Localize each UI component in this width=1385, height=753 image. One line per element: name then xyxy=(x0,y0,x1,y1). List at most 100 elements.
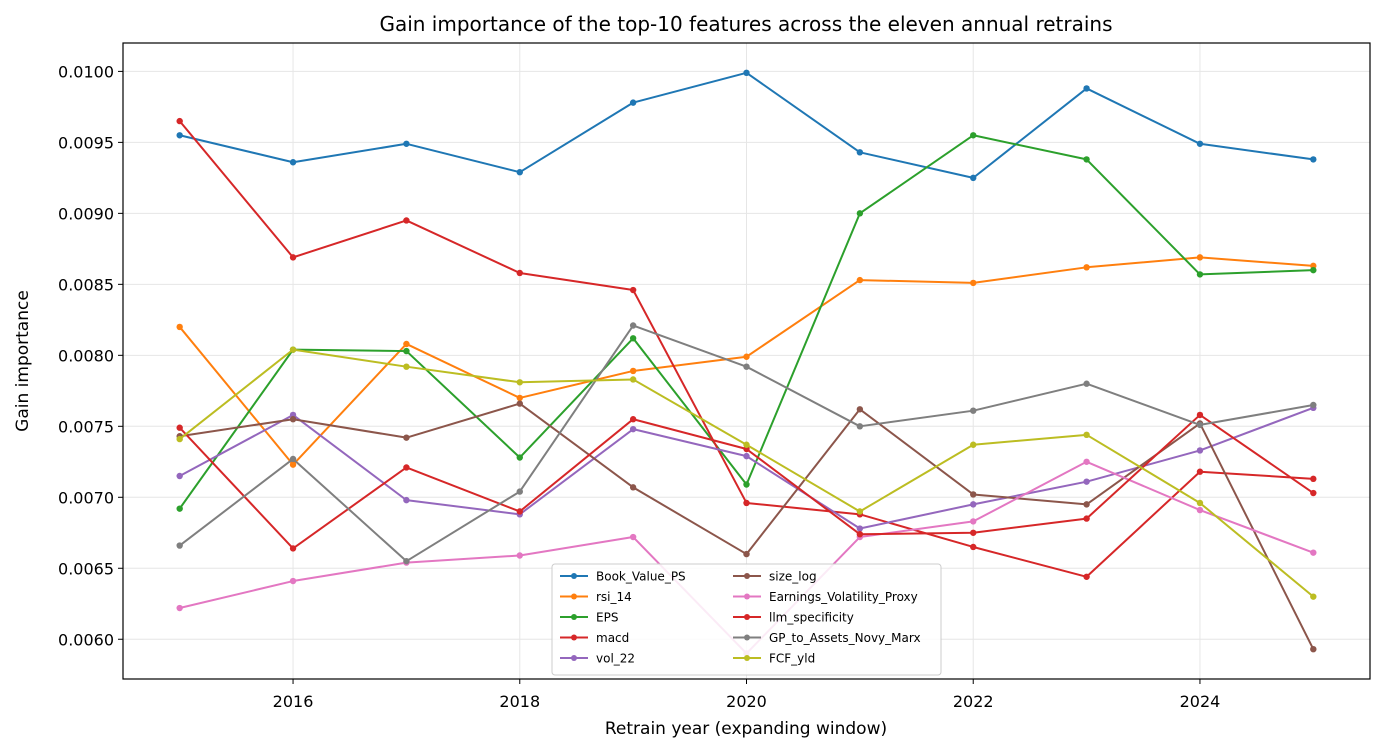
series-rsi-14 xyxy=(176,254,1317,468)
data-point-fcf-yld xyxy=(289,346,297,353)
data-point-fcf-yld xyxy=(856,508,864,515)
x-axis-ticks: 2016 2018 2020 2022 2024 xyxy=(273,679,1220,711)
data-point-llm-specificity xyxy=(629,416,637,423)
data-point-earnings-volatility-proxy xyxy=(1196,506,1204,514)
data-point-vol-22 xyxy=(176,472,183,480)
data-point-size-log xyxy=(970,491,977,498)
legend-swatch-marker xyxy=(571,655,577,661)
data-point-rsi-14 xyxy=(1196,254,1204,261)
data-point-macd xyxy=(176,117,183,125)
data-point-eps xyxy=(1310,266,1317,274)
data-point-book-value-ps xyxy=(516,168,523,176)
data-point-book-value-ps xyxy=(1310,156,1317,163)
data-point-size-log xyxy=(1083,501,1090,508)
series-llm-specificity xyxy=(176,411,1317,552)
data-point-eps xyxy=(516,454,523,461)
legend-swatch-marker xyxy=(744,573,750,579)
legend-swatch-marker xyxy=(744,593,750,600)
legend-entry: FCF_yld xyxy=(733,652,815,666)
legend-entry: GP_to_Assets_Novy_Marx xyxy=(733,631,921,645)
data-point-llm-specificity xyxy=(516,508,523,515)
data-point-rsi-14 xyxy=(516,394,523,402)
series-macd xyxy=(176,117,1317,580)
data-point-book-value-ps xyxy=(1196,140,1204,147)
data-point-rsi-14 xyxy=(403,340,410,348)
data-point-fcf-yld xyxy=(176,435,183,443)
legend-swatch-marker xyxy=(744,614,750,620)
data-point-size-log xyxy=(856,406,864,413)
data-point-vol-22 xyxy=(856,525,864,532)
data-point-fcf-yld xyxy=(970,441,977,448)
data-point-book-value-ps xyxy=(289,159,297,166)
data-point-rsi-14 xyxy=(289,461,297,468)
y-tick-label: 0.0085 xyxy=(58,275,114,294)
data-point-book-value-ps xyxy=(743,69,750,77)
data-point-gp-to-assets-novy-marx xyxy=(1310,401,1317,409)
series-book-value-ps xyxy=(176,69,1317,182)
x-tick-label: 2020 xyxy=(726,692,767,711)
data-point-llm-specificity xyxy=(1083,515,1090,522)
legend-swatch-marker xyxy=(744,634,750,641)
data-point-size-log xyxy=(403,434,410,441)
data-point-fcf-yld xyxy=(1310,593,1317,600)
data-point-eps xyxy=(629,335,637,342)
legend-entry: llm_specificity xyxy=(733,611,854,625)
data-point-eps xyxy=(1196,271,1204,278)
x-tick-label: 2018 xyxy=(499,692,540,711)
data-point-gp-to-assets-novy-marx xyxy=(1196,421,1204,429)
y-tick-label: 0.0075 xyxy=(58,417,114,436)
data-point-vol-22 xyxy=(403,496,410,504)
data-point-llm-specificity xyxy=(289,545,297,552)
legend-label: Book_Value_PS xyxy=(596,570,686,584)
x-tick-label: 2016 xyxy=(273,692,314,711)
x-axis-label: Retrain year (expanding window) xyxy=(605,719,887,739)
data-point-earnings-volatility-proxy xyxy=(289,577,297,585)
data-point-vol-22 xyxy=(629,425,637,433)
data-point-size-log xyxy=(629,484,637,491)
legend-label: size_log xyxy=(769,570,817,584)
data-point-llm-specificity xyxy=(403,464,410,471)
legend-label: Earnings_Volatility_Proxy xyxy=(769,590,918,604)
data-point-llm-specificity xyxy=(970,529,977,536)
data-point-macd xyxy=(1196,468,1204,475)
data-point-fcf-yld xyxy=(403,363,410,370)
y-tick-label: 0.0095 xyxy=(58,133,114,152)
data-point-gp-to-assets-novy-marx xyxy=(516,488,523,495)
data-point-vol-22 xyxy=(1196,447,1204,454)
legend-entry: size_log xyxy=(733,570,817,584)
data-point-earnings-volatility-proxy xyxy=(629,533,637,541)
legend-label: llm_specificity xyxy=(769,611,854,625)
legend-label: EPS xyxy=(596,611,618,625)
legend-swatch-marker xyxy=(571,614,577,620)
data-point-macd xyxy=(629,286,637,294)
data-point-gp-to-assets-novy-marx xyxy=(629,322,637,329)
data-point-fcf-yld xyxy=(743,441,750,448)
chart-title: Gain importance of the top-10 features a… xyxy=(379,12,1112,36)
data-point-eps xyxy=(856,210,864,217)
data-point-eps xyxy=(970,132,977,139)
data-point-vol-22 xyxy=(743,452,750,460)
legend: Book_Value_PS rsi_14 EPS macd vol_22 size_log… xyxy=(551,563,942,676)
series-eps xyxy=(176,132,1317,512)
data-point-earnings-volatility-proxy xyxy=(176,604,183,612)
y-tick-label: 0.0100 xyxy=(58,62,114,81)
legend-entry: Book_Value_PS xyxy=(560,570,686,584)
data-point-gp-to-assets-novy-marx xyxy=(289,455,297,463)
data-point-rsi-14 xyxy=(856,276,864,284)
data-point-rsi-14 xyxy=(1083,264,1090,271)
data-point-size-log xyxy=(1310,645,1317,653)
data-point-rsi-14 xyxy=(629,367,637,375)
data-point-gp-to-assets-novy-marx xyxy=(176,542,183,549)
legend-entry: macd xyxy=(560,631,629,645)
data-point-fcf-yld xyxy=(516,379,523,386)
data-point-macd xyxy=(403,217,410,224)
legend-entry: vol_22 xyxy=(560,652,635,666)
data-point-macd xyxy=(1310,475,1317,483)
data-point-earnings-volatility-proxy xyxy=(970,518,977,525)
y-tick-label: 0.0070 xyxy=(58,488,114,507)
y-tick-label: 0.0080 xyxy=(58,346,114,365)
data-point-llm-specificity xyxy=(176,424,183,431)
data-point-size-log xyxy=(743,550,750,558)
data-point-llm-specificity xyxy=(856,530,864,538)
